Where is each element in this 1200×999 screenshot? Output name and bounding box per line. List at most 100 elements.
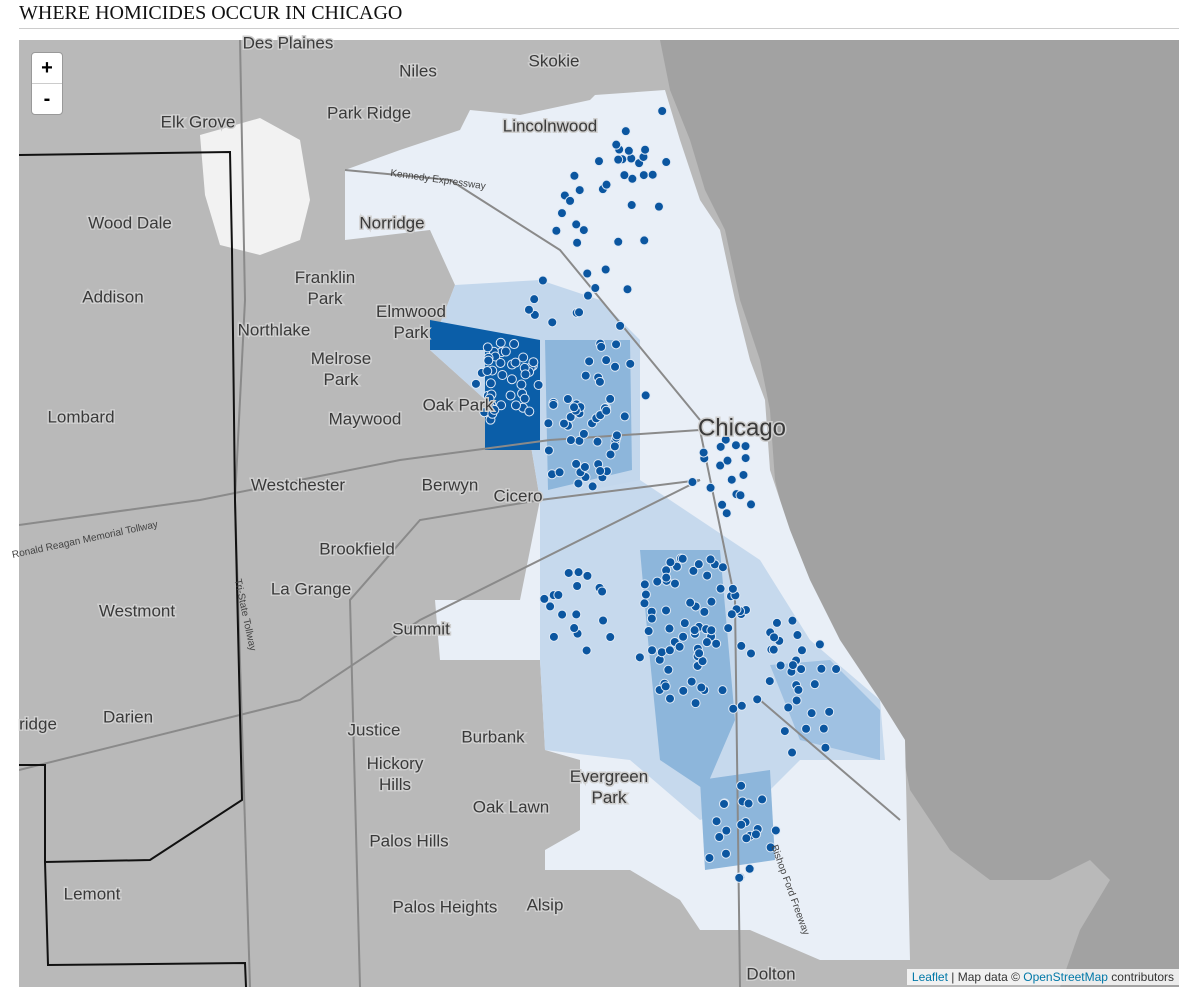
place-label: Berwyn: [422, 475, 479, 494]
incident: [529, 294, 540, 305]
place-label: Evergreen Park: [570, 767, 648, 807]
incident: [619, 170, 630, 181]
incident: [611, 430, 622, 441]
incident: [735, 490, 746, 501]
incident: [496, 400, 507, 411]
incident: [694, 648, 705, 659]
incident: [719, 798, 730, 809]
leaflet-link[interactable]: Leaflet: [911, 970, 948, 984]
incident: [569, 170, 580, 181]
incident: [605, 449, 616, 460]
incident: [639, 235, 650, 246]
incident: [660, 681, 671, 692]
incident: [483, 355, 494, 366]
incident: [594, 376, 605, 387]
incident: [677, 553, 688, 564]
incident: [578, 225, 589, 236]
incident: [678, 685, 689, 696]
place-label: Palos Hills: [369, 831, 448, 850]
incident: [582, 268, 593, 279]
incident: [736, 640, 747, 651]
place-label: Burbank: [461, 727, 525, 746]
incident: [674, 641, 685, 652]
incident: [746, 499, 757, 510]
incident: [770, 825, 781, 836]
incident: [639, 579, 650, 590]
incident: [495, 337, 506, 348]
incident: [611, 139, 622, 150]
incident: [519, 393, 530, 404]
incident: [573, 478, 584, 489]
incident: [787, 660, 798, 671]
incident: [640, 144, 651, 155]
incident: [598, 615, 609, 626]
place-label: Alsip: [527, 895, 564, 914]
place-label-line: Hickory: [367, 754, 424, 773]
incident: [741, 833, 752, 844]
incident: [687, 477, 698, 488]
incident: [592, 436, 603, 447]
incident: [619, 411, 630, 422]
zoom-out[interactable]: -: [32, 83, 62, 114]
zoom-control[interactable]: + -: [31, 52, 63, 115]
incident: [764, 676, 775, 687]
place-label: Melrose Park: [311, 349, 371, 389]
incident: [738, 469, 749, 480]
incident: [720, 434, 731, 445]
district-max: [430, 320, 540, 450]
incident: [626, 200, 637, 211]
incident: [545, 601, 556, 612]
incident: [657, 106, 668, 117]
incident: [605, 393, 616, 404]
incident: [796, 645, 807, 656]
lake: [660, 40, 1179, 987]
incident: [701, 637, 712, 648]
incident: [796, 664, 807, 675]
incident: [728, 703, 739, 714]
incident: [470, 378, 481, 389]
incident: [769, 632, 780, 643]
osm-link[interactable]: OpenStreetMap: [1023, 970, 1108, 984]
place-label: Justice: [348, 720, 401, 739]
attribution-text: | Map data ©: [947, 970, 1024, 984]
place-label: Maywood: [329, 409, 402, 428]
incident: [793, 684, 804, 695]
incident: [656, 647, 667, 658]
incident: [579, 461, 590, 472]
place-label: Brookfield: [319, 539, 395, 558]
page-title: WHERE HOMICIDES OCCUR IN CHICAGO: [19, 2, 403, 24]
incident: [520, 369, 531, 380]
place-label: Franklin Park: [295, 268, 355, 308]
incident: [638, 170, 649, 181]
incident: [745, 648, 756, 659]
incident: [661, 572, 672, 583]
incident: [693, 559, 704, 570]
incident: [569, 402, 580, 413]
place-label: Elk Grove: [161, 112, 236, 131]
incident: [518, 352, 529, 363]
place-label-line: Park: [308, 289, 343, 308]
incident: [554, 467, 565, 478]
incident: [601, 405, 612, 416]
place-label-line: Elmwood: [376, 302, 446, 321]
place-label: Darien: [103, 707, 153, 726]
incident: [551, 225, 562, 236]
zoom-in[interactable]: +: [41, 57, 53, 79]
incident: [610, 361, 621, 372]
incident: [705, 482, 716, 493]
incident: [711, 638, 722, 649]
place-label: Oak Lawn: [473, 797, 550, 816]
place-label: Elmwood Park: [376, 302, 446, 342]
incident: [717, 685, 728, 696]
incident: [620, 126, 631, 137]
incident: [744, 863, 755, 874]
attribution: Leaflet | Map data © OpenStreetMap contr…: [906, 969, 1179, 985]
incident: [715, 583, 726, 594]
incident: [611, 339, 622, 350]
incident: [647, 645, 658, 656]
incident: [572, 237, 583, 248]
incident: [750, 829, 761, 840]
place-label: Des Plaines: [243, 33, 334, 52]
incident: [625, 358, 636, 369]
